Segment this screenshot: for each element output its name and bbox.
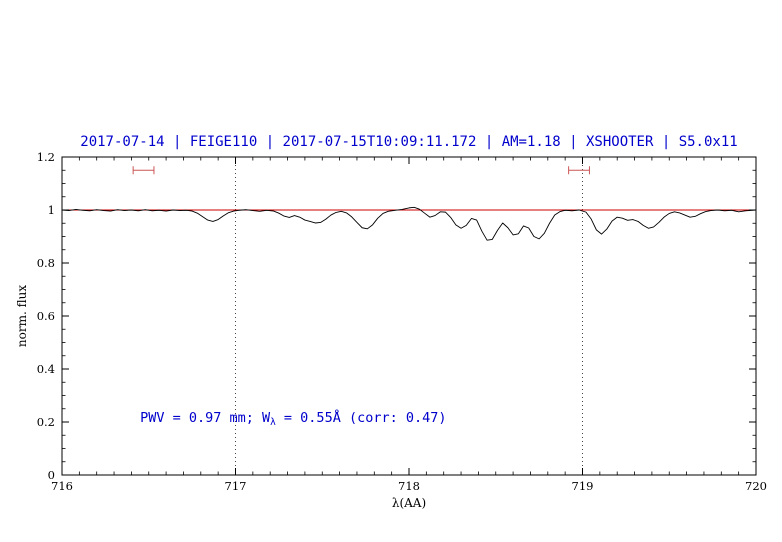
plot-frame bbox=[61, 156, 757, 476]
spectrum-line bbox=[61, 206, 757, 241]
y-tick-label: 0.4 bbox=[37, 362, 55, 376]
x-tick-label: 717 bbox=[225, 479, 247, 493]
pwv-annotation: PWV = 0.97 mm; Wλ = 0.55Å (corr: 0.47) bbox=[140, 409, 446, 428]
plot-title: 2017-07-14 | FEIGE110 | 2017-07-15T10:09… bbox=[80, 134, 738, 150]
y-tick-label: 0.6 bbox=[37, 309, 55, 323]
y-tick-label: 0.2 bbox=[37, 415, 55, 429]
y-tick-label: 1 bbox=[48, 203, 55, 217]
y-tick-label: 0 bbox=[48, 468, 55, 482]
y-tick-label: 0.8 bbox=[37, 256, 55, 270]
x-tick-label: 719 bbox=[572, 479, 594, 493]
x-tick-label: 716 bbox=[51, 479, 73, 493]
x-tick-label: 720 bbox=[745, 479, 767, 493]
x-axis-label: λ(AA) bbox=[392, 496, 426, 510]
y-tick-label: 1.2 bbox=[37, 150, 55, 164]
x-tick-label: 718 bbox=[398, 479, 420, 493]
y-axis-label: norm. flux bbox=[15, 285, 29, 347]
